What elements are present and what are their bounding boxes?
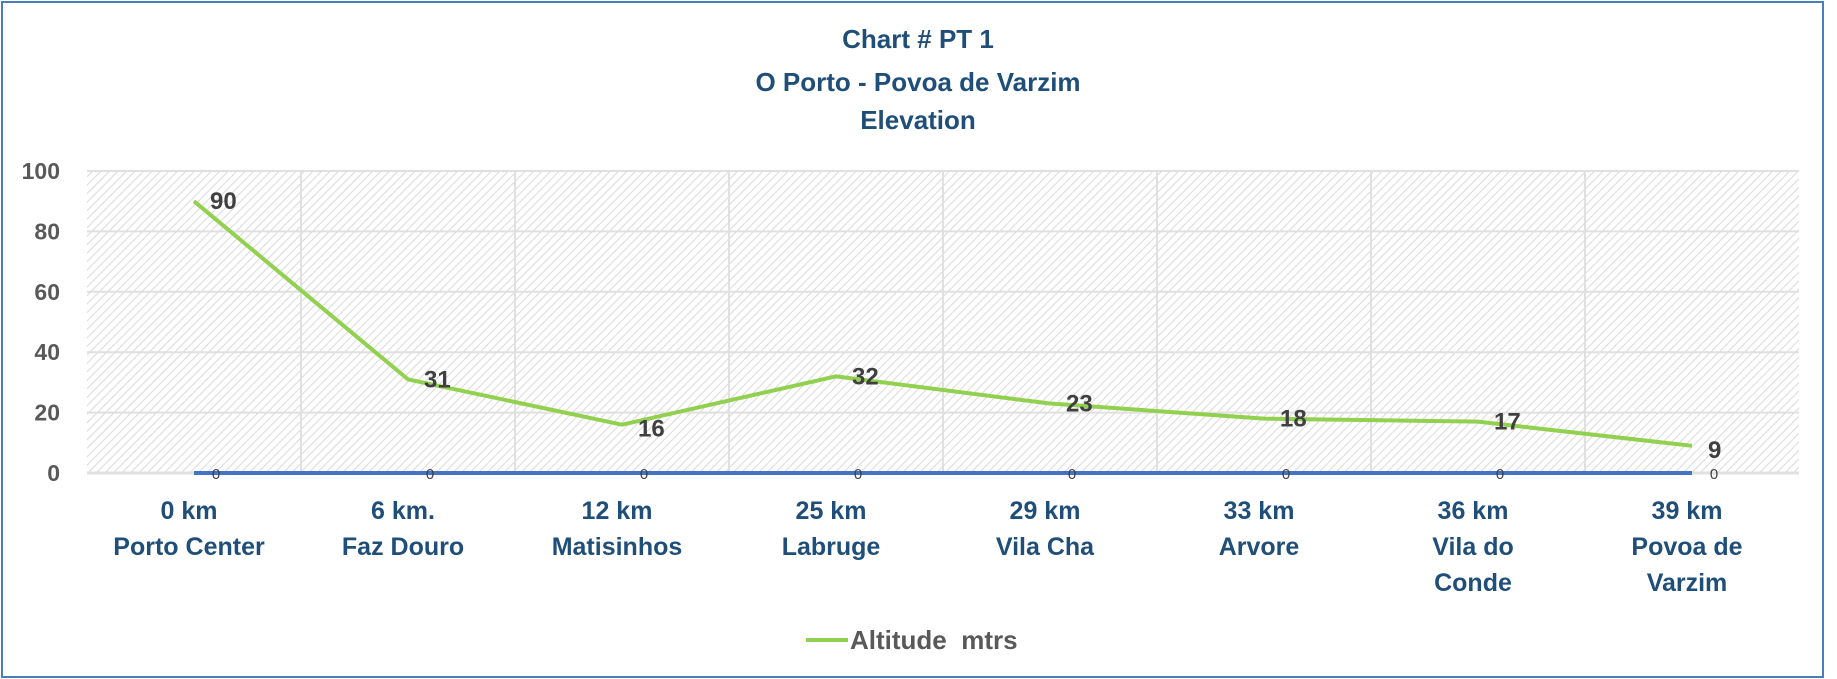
x-category-label: Varzim (1647, 569, 1728, 597)
x-category-label: Conde (1434, 569, 1512, 597)
altitude-data-label: 32 (852, 363, 879, 390)
x-category-label: 36 km (1438, 497, 1509, 525)
x-category-label: Faz Douro (342, 533, 464, 561)
altitude-data-label: 18 (1280, 406, 1307, 433)
zero-data-label: 0 (854, 466, 862, 483)
x-category-label: Arvore (1219, 533, 1300, 561)
zero-data-label: 0 (426, 466, 434, 483)
y-tick-label: 80 (34, 218, 60, 244)
altitude-data-label: 90 (210, 188, 237, 215)
zero-data-label: 0 (1282, 466, 1290, 483)
x-category-label: 6 km. (371, 497, 435, 525)
altitude-data-label: 23 (1066, 391, 1093, 418)
altitude-data-label: 17 (1494, 409, 1521, 436)
chart-title-line-1: Chart # PT 1 (842, 24, 994, 54)
chart-title-line-3: Elevation (860, 105, 976, 135)
x-category-label: Vila do (1432, 533, 1514, 561)
y-tick-label: 60 (34, 279, 60, 305)
x-category-label: Vila Cha (996, 533, 1095, 561)
x-category-label: 12 km (582, 497, 653, 525)
legend-label: Altitude mtrs (850, 625, 1018, 655)
x-category-label: Matisinhos (552, 533, 683, 561)
zero-data-label: 0 (1496, 466, 1504, 483)
x-category-label: 0 km (161, 497, 218, 525)
zero-data-label: 0 (1068, 466, 1076, 483)
altitude-data-label: 9 (1708, 437, 1721, 464)
altitude-line (192, 199, 1693, 448)
x-category-label: 33 km (1224, 497, 1295, 525)
x-category-label: Labruge (782, 533, 881, 561)
x-category-label: Porto Center (113, 533, 265, 561)
altitude-data-label: 31 (424, 366, 451, 393)
y-tick-label: 0 (47, 460, 60, 486)
chart-title-line-2: O Porto - Povoa de Varzim (755, 67, 1080, 97)
x-category-label: 29 km (1010, 497, 1081, 525)
x-category-label: Povoa de (1631, 533, 1742, 561)
zero-data-label: 0 (640, 466, 648, 483)
x-category-label: 39 km (1652, 497, 1723, 525)
y-tick-label: 20 (34, 400, 60, 426)
x-category-label: 25 km (796, 497, 867, 525)
zero-data-label: 0 (1710, 466, 1718, 483)
y-tick-label: 40 (34, 339, 60, 365)
altitude-data-label: 16 (638, 416, 665, 443)
zero-data-label: 0 (212, 466, 220, 483)
legend: Altitude mtrs (806, 625, 1018, 655)
y-tick-label: 100 (22, 158, 60, 184)
